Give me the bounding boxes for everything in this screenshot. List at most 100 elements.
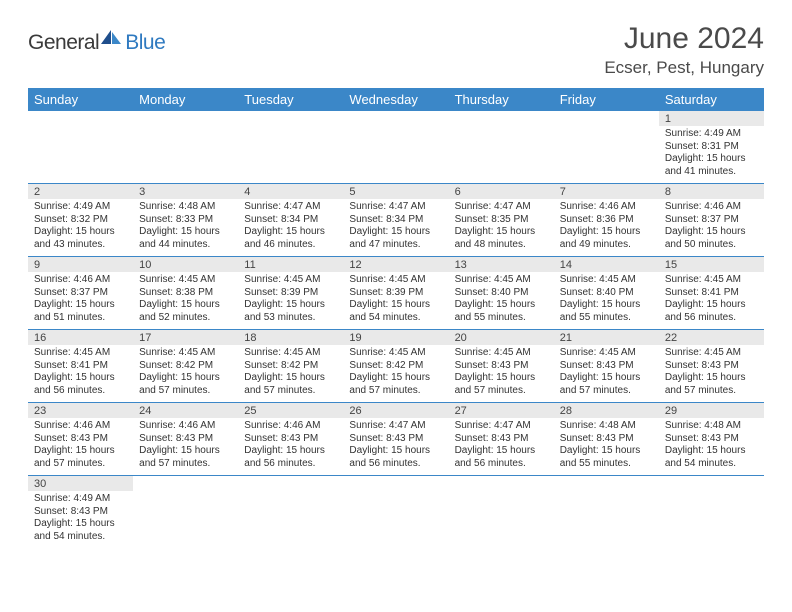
day-body: Sunrise: 4:45 AMSunset: 8:42 PMDaylight:…: [343, 345, 448, 402]
day-cell: 16Sunrise: 4:45 AMSunset: 8:41 PMDayligh…: [28, 330, 133, 403]
sunrise-text: Sunrise: 4:45 AM: [139, 274, 232, 287]
day-body: [449, 491, 554, 545]
day-number: 11: [238, 257, 343, 272]
sunrise-text: Sunrise: 4:45 AM: [560, 347, 653, 360]
day-number: 13: [449, 257, 554, 272]
day-cell: 2Sunrise: 4:49 AMSunset: 8:32 PMDaylight…: [28, 184, 133, 257]
sunrise-text: Sunrise: 4:47 AM: [455, 201, 548, 214]
sunset-text: Sunset: 8:31 PM: [665, 141, 758, 154]
sunset-text: Sunset: 8:32 PM: [34, 214, 127, 227]
daylight-text: Daylight: 15 hours and 57 minutes.: [665, 372, 758, 397]
day-cell: 4Sunrise: 4:47 AMSunset: 8:34 PMDaylight…: [238, 184, 343, 257]
day-body: Sunrise: 4:47 AMSunset: 8:34 PMDaylight:…: [343, 199, 448, 256]
calendar-page: General Blue June 2024 Ecser, Pest, Hung…: [0, 0, 792, 570]
sunset-text: Sunset: 8:36 PM: [560, 214, 653, 227]
day-body: Sunrise: 4:49 AMSunset: 8:32 PMDaylight:…: [28, 199, 133, 256]
sunset-text: Sunset: 8:43 PM: [349, 433, 442, 446]
day-header: Wednesday: [343, 88, 448, 111]
day-number: [28, 111, 133, 126]
sunrise-text: Sunrise: 4:48 AM: [560, 420, 653, 433]
daylight-text: Daylight: 15 hours and 57 minutes.: [34, 445, 127, 470]
daylight-text: Daylight: 15 hours and 54 minutes.: [665, 445, 758, 470]
sunset-text: Sunset: 8:37 PM: [665, 214, 758, 227]
sunrise-text: Sunrise: 4:45 AM: [665, 274, 758, 287]
sunset-text: Sunset: 8:34 PM: [244, 214, 337, 227]
day-number: 22: [659, 330, 764, 345]
daylight-text: Daylight: 15 hours and 56 minutes.: [349, 445, 442, 470]
daylight-text: Daylight: 15 hours and 57 minutes.: [560, 372, 653, 397]
sunset-text: Sunset: 8:43 PM: [560, 360, 653, 373]
day-number: [343, 476, 448, 491]
day-body: Sunrise: 4:45 AMSunset: 8:43 PMDaylight:…: [449, 345, 554, 402]
day-cell: 17Sunrise: 4:45 AMSunset: 8:42 PMDayligh…: [133, 330, 238, 403]
daylight-text: Daylight: 15 hours and 56 minutes.: [244, 445, 337, 470]
day-cell: 29Sunrise: 4:48 AMSunset: 8:43 PMDayligh…: [659, 403, 764, 476]
day-cell: 19Sunrise: 4:45 AMSunset: 8:42 PMDayligh…: [343, 330, 448, 403]
day-number: 24: [133, 403, 238, 418]
day-body: Sunrise: 4:45 AMSunset: 8:38 PMDaylight:…: [133, 272, 238, 329]
day-cell: [659, 476, 764, 549]
daylight-text: Daylight: 15 hours and 51 minutes.: [34, 299, 127, 324]
day-cell: 6Sunrise: 4:47 AMSunset: 8:35 PMDaylight…: [449, 184, 554, 257]
day-body: [28, 126, 133, 180]
day-cell: 18Sunrise: 4:45 AMSunset: 8:42 PMDayligh…: [238, 330, 343, 403]
day-number: 5: [343, 184, 448, 199]
day-cell: [238, 111, 343, 184]
day-cell: [554, 111, 659, 184]
day-body: [133, 491, 238, 545]
day-body: [554, 126, 659, 180]
daylight-text: Daylight: 15 hours and 49 minutes.: [560, 226, 653, 251]
sunrise-text: Sunrise: 4:49 AM: [665, 128, 758, 141]
sunset-text: Sunset: 8:43 PM: [34, 506, 127, 519]
day-cell: 22Sunrise: 4:45 AMSunset: 8:43 PMDayligh…: [659, 330, 764, 403]
day-cell: 11Sunrise: 4:45 AMSunset: 8:39 PMDayligh…: [238, 257, 343, 330]
sunset-text: Sunset: 8:43 PM: [455, 360, 548, 373]
day-number: 25: [238, 403, 343, 418]
sunrise-text: Sunrise: 4:45 AM: [349, 347, 442, 360]
sunrise-text: Sunrise: 4:45 AM: [244, 347, 337, 360]
day-header: Sunday: [28, 88, 133, 111]
day-number: [238, 476, 343, 491]
day-cell: [133, 111, 238, 184]
day-number: 6: [449, 184, 554, 199]
daylight-text: Daylight: 15 hours and 53 minutes.: [244, 299, 337, 324]
week-row: 2Sunrise: 4:49 AMSunset: 8:32 PMDaylight…: [28, 184, 764, 257]
day-number: 14: [554, 257, 659, 272]
day-body: Sunrise: 4:47 AMSunset: 8:34 PMDaylight:…: [238, 199, 343, 256]
day-body: Sunrise: 4:45 AMSunset: 8:40 PMDaylight:…: [554, 272, 659, 329]
day-number: [133, 111, 238, 126]
day-number: 12: [343, 257, 448, 272]
sunset-text: Sunset: 8:37 PM: [34, 287, 127, 300]
sunset-text: Sunset: 8:39 PM: [349, 287, 442, 300]
day-number: 10: [133, 257, 238, 272]
day-number: 28: [554, 403, 659, 418]
month-title: June 2024: [604, 22, 764, 56]
day-body: Sunrise: 4:46 AMSunset: 8:36 PMDaylight:…: [554, 199, 659, 256]
day-body: [343, 126, 448, 180]
day-header: Monday: [133, 88, 238, 111]
daylight-text: Daylight: 15 hours and 57 minutes.: [244, 372, 337, 397]
day-body: Sunrise: 4:45 AMSunset: 8:41 PMDaylight:…: [28, 345, 133, 402]
day-body: Sunrise: 4:45 AMSunset: 8:40 PMDaylight:…: [449, 272, 554, 329]
sunrise-text: Sunrise: 4:47 AM: [455, 420, 548, 433]
week-row: 16Sunrise: 4:45 AMSunset: 8:41 PMDayligh…: [28, 330, 764, 403]
sunset-text: Sunset: 8:43 PM: [34, 433, 127, 446]
calendar-table: Sunday Monday Tuesday Wednesday Thursday…: [28, 88, 764, 548]
day-body: [554, 491, 659, 545]
sunset-text: Sunset: 8:34 PM: [349, 214, 442, 227]
day-number: [133, 476, 238, 491]
day-body: Sunrise: 4:45 AMSunset: 8:41 PMDaylight:…: [659, 272, 764, 329]
day-body: Sunrise: 4:45 AMSunset: 8:39 PMDaylight:…: [238, 272, 343, 329]
day-body: [659, 491, 764, 545]
day-body: Sunrise: 4:45 AMSunset: 8:39 PMDaylight:…: [343, 272, 448, 329]
day-number: [554, 476, 659, 491]
day-body: Sunrise: 4:45 AMSunset: 8:43 PMDaylight:…: [659, 345, 764, 402]
day-body: Sunrise: 4:47 AMSunset: 8:35 PMDaylight:…: [449, 199, 554, 256]
day-body: Sunrise: 4:49 AMSunset: 8:43 PMDaylight:…: [28, 491, 133, 548]
day-cell: 5Sunrise: 4:47 AMSunset: 8:34 PMDaylight…: [343, 184, 448, 257]
day-body: Sunrise: 4:45 AMSunset: 8:42 PMDaylight:…: [238, 345, 343, 402]
daylight-text: Daylight: 15 hours and 50 minutes.: [665, 226, 758, 251]
week-row: 23Sunrise: 4:46 AMSunset: 8:43 PMDayligh…: [28, 403, 764, 476]
day-body: Sunrise: 4:47 AMSunset: 8:43 PMDaylight:…: [449, 418, 554, 475]
sunrise-text: Sunrise: 4:45 AM: [244, 274, 337, 287]
